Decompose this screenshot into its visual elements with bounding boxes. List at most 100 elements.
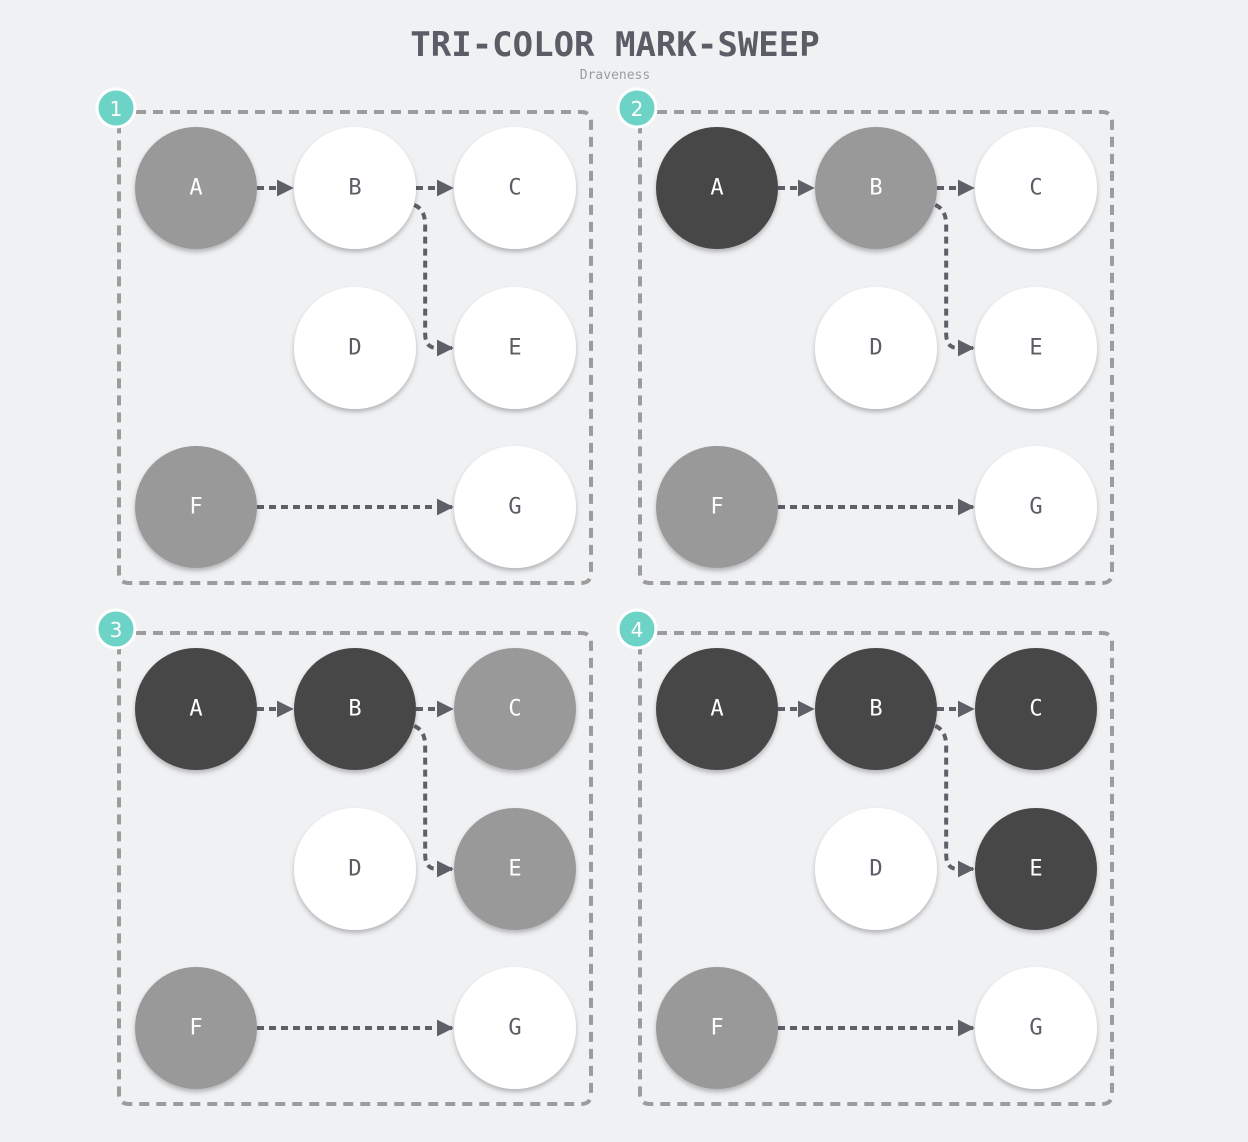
- node-label: F: [710, 1016, 723, 1041]
- node-circle-black: [975, 808, 1097, 930]
- node-label: C: [508, 176, 521, 201]
- node-label: D: [869, 336, 882, 361]
- node-label: A: [189, 697, 202, 722]
- node-a: A: [135, 648, 257, 770]
- node-circle-white: [975, 967, 1097, 1089]
- node-circle-grey: [656, 446, 778, 568]
- node-d: D: [815, 287, 937, 409]
- node-f: F: [135, 446, 257, 568]
- panel-frame: [117, 110, 593, 585]
- node-circle-black: [135, 648, 257, 770]
- node-g: G: [975, 967, 1097, 1089]
- node-circle-grey: [135, 446, 257, 568]
- step-number: 4: [631, 618, 644, 642]
- node-circle-white: [294, 287, 416, 409]
- node-a: A: [135, 127, 257, 249]
- node-e: E: [975, 287, 1097, 409]
- step-number: 2: [631, 97, 644, 121]
- node-e: E: [454, 287, 576, 409]
- node-c: C: [454, 127, 576, 249]
- node-circle-white: [294, 808, 416, 930]
- node-circle-grey: [454, 648, 576, 770]
- node-label: A: [710, 176, 723, 201]
- step-badge-circle: [616, 608, 658, 650]
- node-circle-grey: [656, 967, 778, 1089]
- node-f: F: [135, 967, 257, 1089]
- node-g: G: [975, 446, 1097, 568]
- node-f: F: [656, 967, 778, 1089]
- node-circle-white: [454, 287, 576, 409]
- node-circle-white: [454, 127, 576, 249]
- node-d: D: [294, 808, 416, 930]
- edge-b-to-e: [934, 724, 975, 878]
- node-circle-white: [975, 287, 1097, 409]
- node-label: E: [508, 857, 521, 882]
- node-f: F: [656, 446, 778, 568]
- node-circle-grey: [135, 967, 257, 1089]
- node-circle-white: [454, 446, 576, 568]
- node-circle-white: [294, 127, 416, 249]
- node-label: D: [348, 336, 361, 361]
- step-badge-circle: [95, 608, 137, 650]
- node-e: E: [975, 808, 1097, 930]
- node-circle-white: [454, 967, 576, 1089]
- step-number: 3: [110, 618, 123, 642]
- node-label: E: [508, 336, 521, 361]
- node-label: E: [1029, 336, 1042, 361]
- node-circle-black: [975, 648, 1097, 770]
- node-label: C: [1029, 176, 1042, 201]
- node-c: C: [975, 648, 1097, 770]
- node-b: B: [815, 127, 937, 249]
- node-b: B: [294, 648, 416, 770]
- node-circle-white: [815, 287, 937, 409]
- node-label: F: [710, 495, 723, 520]
- panel-step-1: A B C D E F G 1: [95, 87, 593, 585]
- node-circle-grey: [454, 808, 576, 930]
- node-label: G: [1029, 1016, 1042, 1041]
- panel-step-4: A B C D E F G 4: [616, 608, 1114, 1106]
- panel-frame: [117, 631, 593, 1106]
- step-badge: 1: [95, 87, 137, 129]
- node-label: B: [869, 176, 882, 201]
- diagram-subtitle: Draveness: [580, 68, 650, 83]
- node-circle-grey: [135, 127, 257, 249]
- node-circle-black: [656, 648, 778, 770]
- step-badge-circle: [616, 87, 658, 129]
- node-circle-white: [975, 127, 1097, 249]
- edge-b-to-e: [413, 203, 454, 357]
- node-b: B: [815, 648, 937, 770]
- panel-frame: [638, 110, 1114, 585]
- node-d: D: [815, 808, 937, 930]
- step-badge: 2: [616, 87, 658, 129]
- edge-b-to-e: [413, 724, 454, 878]
- node-label: C: [508, 697, 521, 722]
- node-label: C: [1029, 697, 1042, 722]
- panels-layer: A B C D E F G 1 A B C D E F G 2 A B C D E F G 3 A B C D E F G 4: [95, 87, 1114, 1106]
- node-circle-black: [656, 127, 778, 249]
- node-circle-grey: [815, 127, 937, 249]
- panel-frame: [638, 631, 1114, 1106]
- node-circle-white: [815, 808, 937, 930]
- node-g: G: [454, 967, 576, 1089]
- step-badge-circle: [95, 87, 137, 129]
- node-label: A: [189, 176, 202, 201]
- node-circle-white: [975, 446, 1097, 568]
- diagram-title: TRI-COLOR MARK-SWEEP: [410, 25, 819, 65]
- node-label: F: [189, 495, 202, 520]
- node-label: D: [869, 857, 882, 882]
- step-badge: 4: [616, 608, 658, 650]
- node-label: F: [189, 1016, 202, 1041]
- node-label: A: [710, 697, 723, 722]
- panel-step-2: A B C D E F G 2: [616, 87, 1114, 585]
- edge-b-to-e: [934, 203, 975, 357]
- node-a: A: [656, 648, 778, 770]
- node-label: D: [348, 857, 361, 882]
- node-d: D: [294, 287, 416, 409]
- node-b: B: [294, 127, 416, 249]
- node-c: C: [975, 127, 1097, 249]
- node-circle-black: [815, 648, 937, 770]
- node-label: E: [1029, 857, 1042, 882]
- node-label: B: [869, 697, 882, 722]
- step-number: 1: [110, 97, 123, 121]
